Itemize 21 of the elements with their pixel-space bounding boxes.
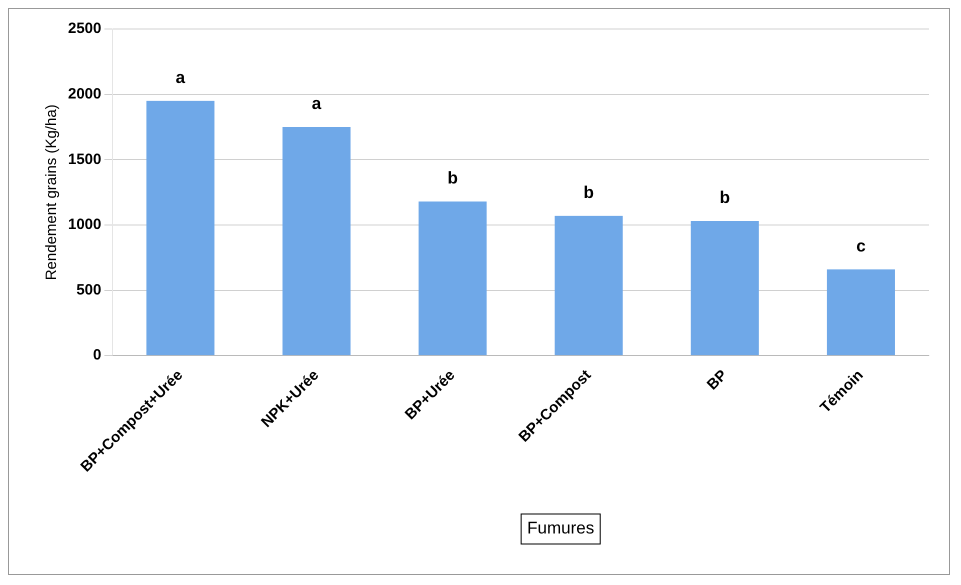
y-tick-label: 1500 [68, 150, 102, 168]
bar [826, 269, 895, 356]
x-tick-label: BP [704, 366, 731, 394]
bar [418, 201, 487, 356]
y-tick-label: 500 [76, 281, 102, 298]
bar [146, 100, 214, 356]
y-axis-title: Rendement grains (Kg/ha) [43, 104, 60, 280]
bar [282, 126, 351, 356]
annotation: b [447, 168, 458, 188]
y-tick-label: 2000 [68, 85, 102, 102]
bar [554, 216, 623, 356]
x-axis-title: Fumures [527, 518, 594, 538]
y-tick-label: 2500 [68, 20, 102, 38]
y-tick-label: 0 [93, 346, 102, 364]
annotation: c [856, 236, 866, 256]
annotation: a [312, 94, 322, 114]
bar [690, 221, 759, 356]
annotation: a [176, 68, 186, 88]
y-tick-label: 1000 [68, 216, 102, 234]
annotation: b [720, 188, 730, 208]
annotation: b [584, 183, 594, 202]
